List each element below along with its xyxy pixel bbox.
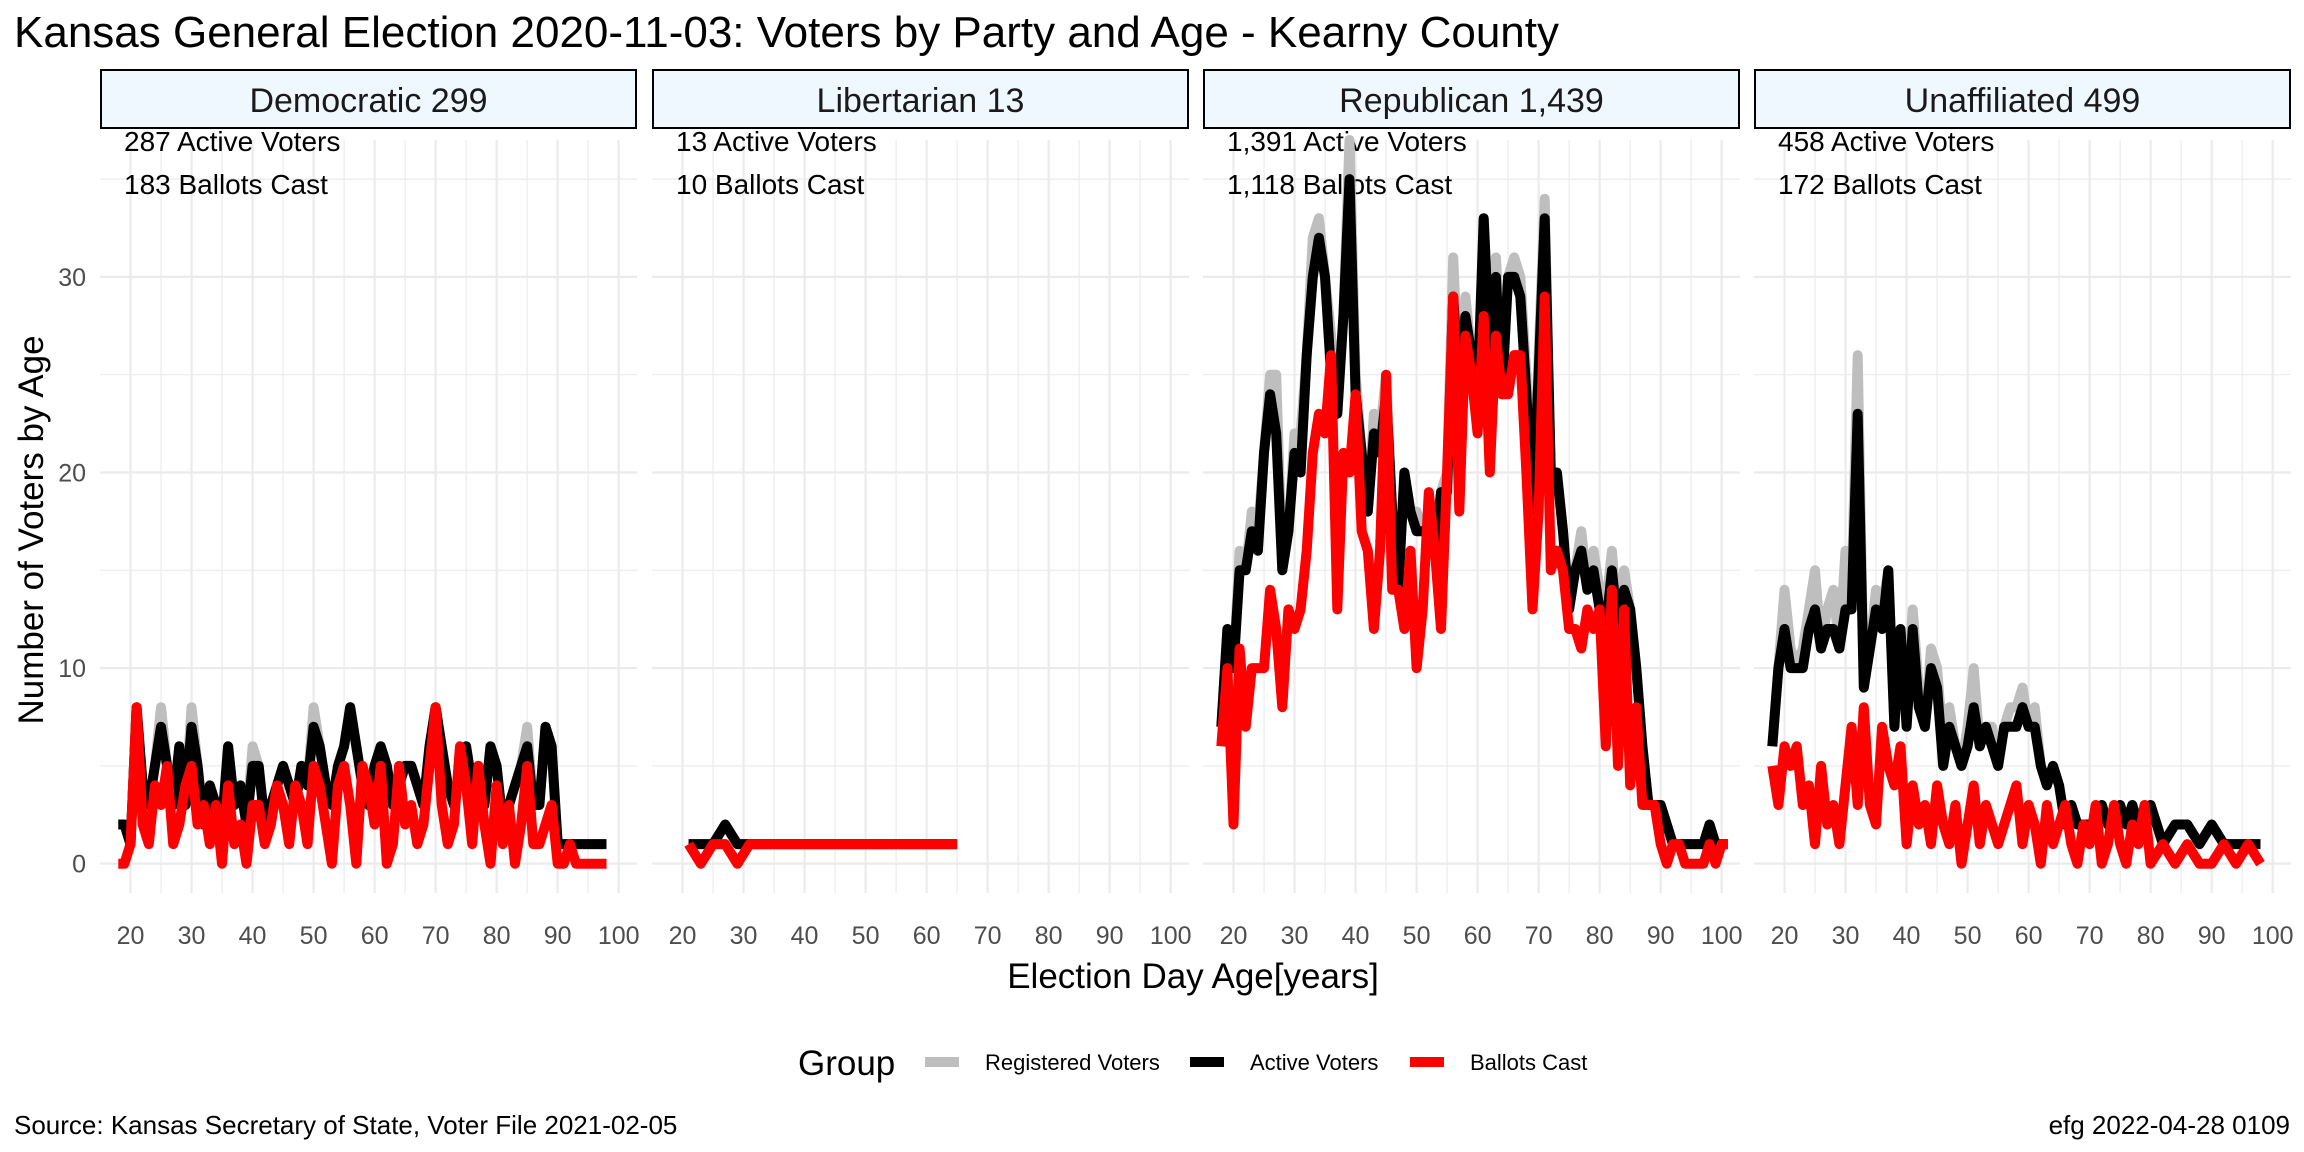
x-tick-label: 30 xyxy=(178,922,206,950)
x-tick-label: 90 xyxy=(544,922,572,950)
series-line-ballots-cast xyxy=(1767,702,2265,869)
x-tick-label: 70 xyxy=(974,922,1002,950)
x-tick-label: 40 xyxy=(239,922,267,950)
y-axis-title: Number of Voters by Age xyxy=(12,335,51,724)
x-tick-label: 30 xyxy=(1281,922,1309,950)
x-tick-label: 70 xyxy=(422,922,450,950)
x-axis-title: Election Day Age[years] xyxy=(1007,957,1379,996)
x-tick-label: 20 xyxy=(669,922,697,950)
facet-strip-label: Republican 1,439 xyxy=(1339,82,1604,120)
y-tick-label: 0 xyxy=(72,851,86,879)
active-voters-annotation: 287 Active Voters xyxy=(124,126,340,157)
legend-item-ballots-cast: Ballots Cast xyxy=(1410,1050,1587,1075)
facet-strip xyxy=(652,69,1189,129)
series-line-active-voters xyxy=(1216,174,1728,850)
x-tick-label: 90 xyxy=(1096,922,1124,950)
x-tick-label: 70 xyxy=(2076,922,2104,950)
x-tick-label: 80 xyxy=(1586,922,1614,950)
legend-label: Ballots Cast xyxy=(1470,1050,1587,1075)
y-tick-label: 30 xyxy=(58,264,86,292)
facet-strip-label: Unaffiliated 499 xyxy=(1905,82,2141,120)
series-line-registered-voters xyxy=(1216,135,1728,850)
x-tick-label: 100 xyxy=(2252,922,2294,950)
x-tick-label: 70 xyxy=(1525,922,1553,950)
legend: Group Registered Voters Active Voters Ballo… xyxy=(798,1044,1587,1083)
x-tick-label: 60 xyxy=(1464,922,1492,950)
x-tick-label: 80 xyxy=(1035,922,1063,950)
x-tick-label: 30 xyxy=(1832,922,1860,950)
ballots-cast-annotation: 10 Ballots Cast xyxy=(676,169,865,200)
x-tick-label: 60 xyxy=(2015,922,2043,950)
facet-strip xyxy=(100,69,637,129)
series-line-ballots-cast xyxy=(118,702,607,869)
y-tick-label: 10 xyxy=(58,655,86,683)
x-tick-label: 50 xyxy=(1954,922,1982,950)
facet-panels: 0 10 20 30 Democratic 299 287 Active Voters 18… xyxy=(58,69,2294,950)
x-tick-label: 60 xyxy=(361,922,389,950)
chart-title: Kansas General Election 2020-11-03: Vote… xyxy=(14,8,1559,57)
x-tick-label: 50 xyxy=(300,922,328,950)
facet-strip xyxy=(1203,69,1740,129)
ballots-cast-annotation: 172 Ballots Cast xyxy=(1778,169,1982,200)
legend-item-active-voters: Active Voters xyxy=(1190,1050,1378,1075)
panel-unaffiliated: Unaffiliated 499 458 Active Voters 172 Bal… xyxy=(1754,69,2294,950)
x-tick-label: 40 xyxy=(1893,922,1921,950)
legend-label: Active Voters xyxy=(1250,1050,1378,1075)
active-voters-annotation: 458 Active Voters xyxy=(1778,126,1994,157)
x-tick-label: 40 xyxy=(791,922,819,950)
x-tick-label: 80 xyxy=(483,922,511,950)
x-tick-label: 100 xyxy=(1701,922,1743,950)
x-tick-label: 80 xyxy=(2137,922,2165,950)
x-tick-label: 30 xyxy=(730,922,758,950)
x-tick-label: 50 xyxy=(852,922,880,950)
ballots-cast-annotation: 183 Ballots Cast xyxy=(124,169,328,200)
series-line-ballots-cast xyxy=(1216,291,1728,869)
x-tick-label: 100 xyxy=(1150,922,1192,950)
x-tick-label: 40 xyxy=(1342,922,1370,950)
x-tick-label: 60 xyxy=(913,922,941,950)
y-tick-label: 20 xyxy=(58,459,86,487)
x-tick-label: 50 xyxy=(1403,922,1431,950)
x-tick-label: 90 xyxy=(1647,922,1675,950)
author-caption: efg 2022-04-28 0109 xyxy=(2049,1110,2290,1140)
facet-strip-label: Libertarian 13 xyxy=(817,82,1025,120)
ballots-cast-annotation: 1,118 Ballots Cast xyxy=(1227,169,1452,200)
x-tick-label: 20 xyxy=(117,922,145,950)
panel-libertarian: Libertarian 13 13 Active Voters 10 Ballots… xyxy=(652,69,1192,950)
legend-item-registered-voters: Registered Voters xyxy=(925,1050,1160,1075)
source-caption: Source: Kansas Secretary of State, Voter… xyxy=(14,1110,677,1140)
legend-title: Group xyxy=(798,1044,895,1083)
series-line-active-voters xyxy=(1767,408,2261,850)
active-voters-annotation: 13 Active Voters xyxy=(676,126,877,157)
facet-strip-label: Democratic 299 xyxy=(249,82,487,120)
panel-democratic: Democratic 299 287 Active Voters 183 Ballo… xyxy=(100,69,640,950)
x-tick-label: 20 xyxy=(1771,922,1799,950)
legend-label: Registered Voters xyxy=(985,1050,1160,1075)
x-tick-label: 90 xyxy=(2198,922,2226,950)
series-line-ballots-cast xyxy=(684,839,958,869)
x-tick-label: 100 xyxy=(598,922,640,950)
facet-strip xyxy=(1754,69,2291,129)
x-tick-label: 20 xyxy=(1220,922,1248,950)
